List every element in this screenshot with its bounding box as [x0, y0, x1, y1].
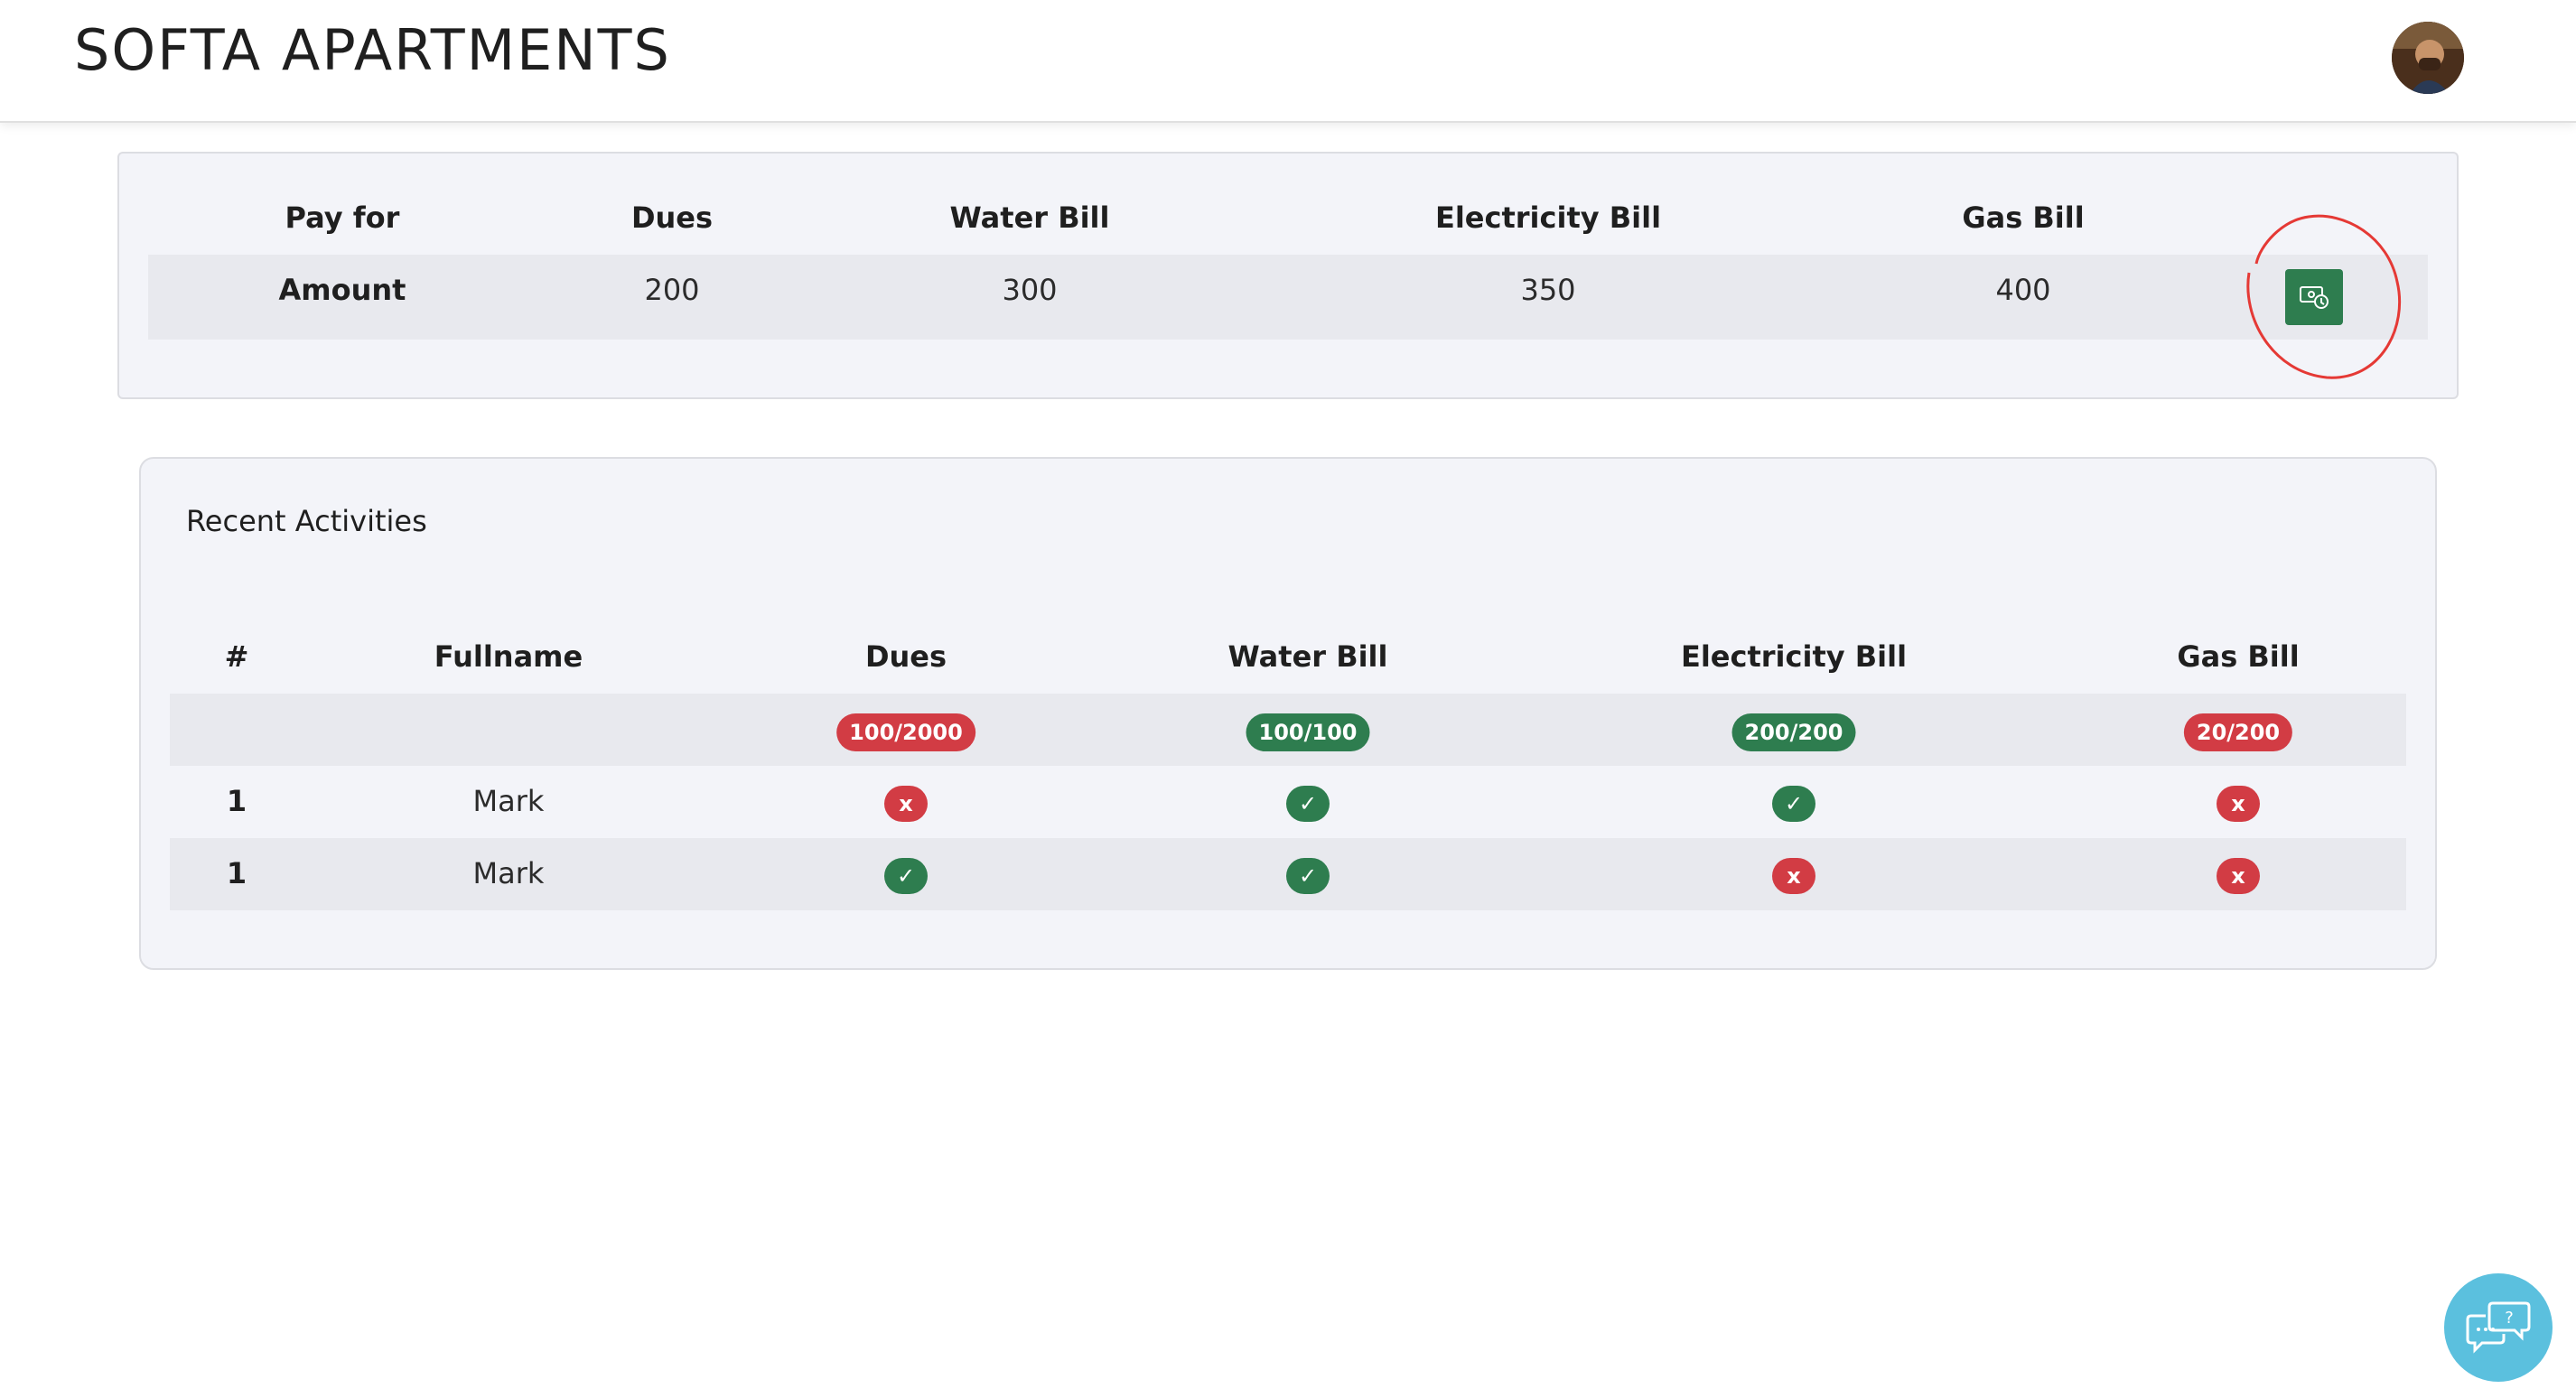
row-2-electricity-status: x	[1772, 858, 1815, 894]
summary-gas-badge: 20/200	[2183, 713, 2293, 751]
row-1-number: 1	[226, 784, 247, 818]
header-dues: Dues	[630, 200, 714, 235]
amount-gas-bill: 400	[1995, 273, 2051, 307]
row-2-dues-status: ✓	[884, 858, 928, 894]
summary-electricity-badge: 200/200	[1731, 713, 1856, 751]
row-2-number: 1	[226, 856, 247, 890]
help-chat-button[interactable]: ?	[2444, 1273, 2553, 1382]
pay-button[interactable]	[2285, 269, 2343, 325]
cash-payment-icon	[2300, 286, 2329, 309]
col-dues: Dues	[864, 639, 947, 674]
summary-water-badge: 100/100	[1246, 713, 1370, 751]
amount-electricity-bill: 350	[1520, 273, 1576, 307]
summary-dues-badge: 100/2000	[836, 713, 975, 751]
user-avatar[interactable]	[2392, 22, 2464, 94]
row-1-name: Mark	[472, 784, 545, 818]
row-2-gas-status: x	[2217, 858, 2260, 894]
top-navbar: SOFTA APARTMENTS	[0, 0, 2576, 123]
row-1-electricity-status: ✓	[1772, 786, 1815, 822]
payment-amount-row	[148, 255, 2428, 340]
header-gas-bill: Gas Bill	[1962, 200, 2085, 235]
col-electricity-bill: Electricity Bill	[1680, 639, 1908, 674]
svg-text:?: ?	[2505, 1309, 2514, 1328]
row-2-water-status: ✓	[1286, 858, 1330, 894]
header-water-bill: Water Bill	[949, 200, 1110, 235]
col-fullname: Fullname	[434, 639, 583, 674]
header-electricity-bill: Electricity Bill	[1434, 200, 1662, 235]
amount-water-bill: 300	[1002, 273, 1058, 307]
app-title[interactable]: SOFTA APARTMENTS	[74, 17, 671, 83]
row-1-water-status: ✓	[1286, 786, 1330, 822]
col-number: #	[224, 639, 249, 674]
help-chat-icon: ?	[2466, 1301, 2531, 1354]
header-pay-for: Pay for	[285, 200, 400, 235]
col-gas-bill: Gas Bill	[2177, 639, 2300, 674]
amount-dues: 200	[644, 273, 700, 307]
row-1-dues-status: x	[884, 786, 928, 822]
row-1-gas-status: x	[2217, 786, 2260, 822]
avatar-image	[2392, 22, 2464, 94]
card-title: Recent Activities	[186, 504, 427, 538]
col-water-bill: Water Bill	[1227, 639, 1388, 674]
amount-label: Amount	[278, 273, 406, 307]
row-2-name: Mark	[472, 856, 545, 890]
